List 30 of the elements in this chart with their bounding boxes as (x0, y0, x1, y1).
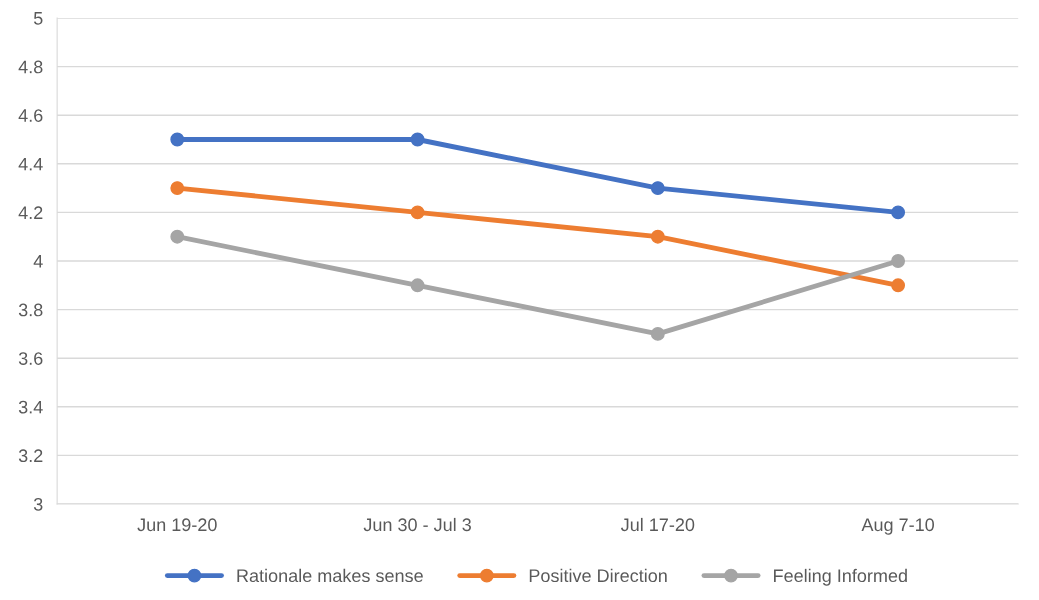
y-tick-label: 3.2 (18, 449, 43, 463)
legend-label: Feeling Informed (774, 568, 907, 586)
legend-label: Rationale makes sense (237, 568, 423, 583)
y-tick-label: 3.8 (18, 303, 43, 317)
point (170, 229, 185, 244)
point (410, 205, 425, 220)
point (650, 229, 665, 244)
y-tick-label: 4 (33, 255, 43, 268)
point (410, 132, 425, 147)
point (650, 181, 665, 196)
y-tick-label: 3.4 (18, 400, 43, 414)
point (410, 278, 425, 293)
x-tick-label: Jun 30 - Jul 3 (363, 517, 471, 532)
y-tick-label: 3.6 (18, 352, 43, 365)
y-tick-label: 4.4 (18, 157, 43, 171)
point (891, 278, 906, 293)
x-tick-label: Aug 7-10 (861, 518, 935, 535)
y-tick-label: 3 (33, 497, 43, 511)
y-tick-label: 5 (33, 12, 43, 25)
point (891, 205, 906, 220)
x-tick-label: Jul 17-20 (620, 517, 695, 532)
point (170, 181, 185, 196)
y-tick-label: 4.8 (18, 60, 43, 74)
point (891, 254, 906, 268)
x-tick-label: Jun 19-20 (137, 518, 217, 532)
point (170, 132, 185, 147)
point (650, 326, 665, 341)
y-tick-label: 4.6 (18, 109, 43, 122)
legend-label: Positive Direction (529, 568, 667, 583)
y-tick-label: 4.2 (18, 206, 43, 219)
